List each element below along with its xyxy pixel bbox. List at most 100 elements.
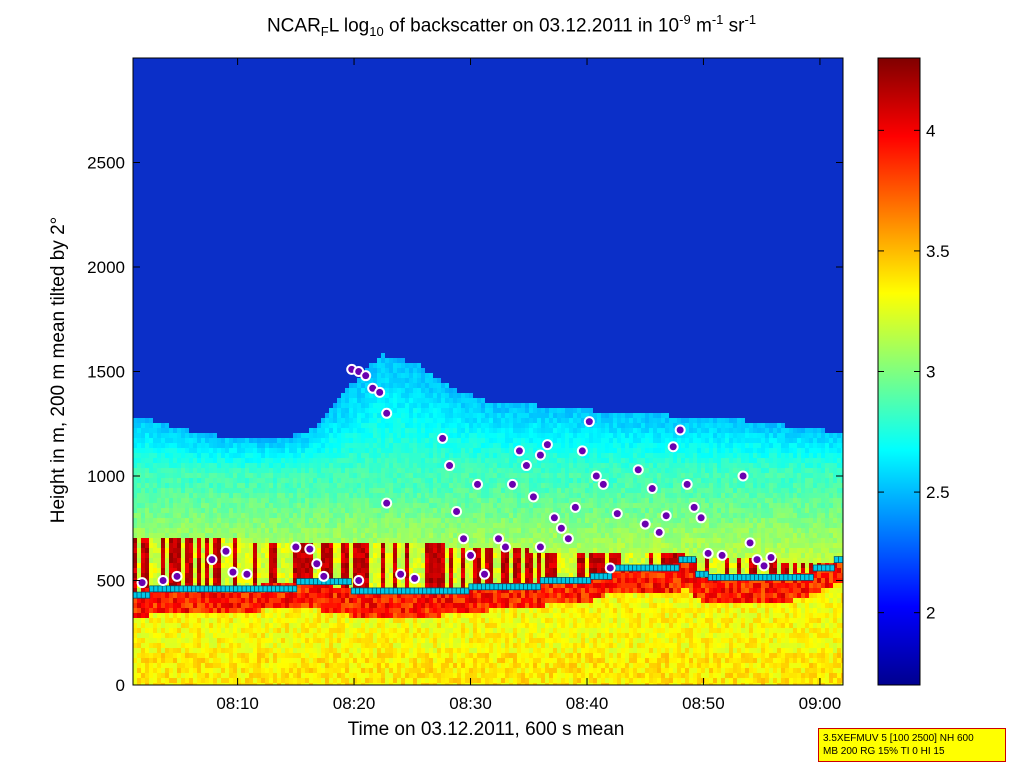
heatmap-cell bbox=[413, 438, 417, 443]
heatmap-cell bbox=[437, 503, 441, 508]
heatmap-cell bbox=[245, 673, 249, 678]
heatmap-cell bbox=[449, 638, 453, 643]
heatmap-cell bbox=[297, 468, 301, 473]
heatmap-cell bbox=[409, 518, 413, 523]
heatmap-cell bbox=[445, 478, 449, 483]
heatmap-cell bbox=[281, 473, 285, 478]
heatmap-cell bbox=[445, 503, 449, 508]
heatmap-cell bbox=[145, 433, 149, 438]
heatmap-cell bbox=[393, 453, 397, 458]
heatmap-cell bbox=[229, 563, 233, 568]
heatmap-cell bbox=[349, 418, 353, 423]
heatmap-cell bbox=[133, 643, 137, 648]
heatmap-cell bbox=[285, 623, 289, 628]
heatmap-cell bbox=[465, 578, 469, 583]
heatmap-cell bbox=[193, 478, 197, 483]
heatmap-cell bbox=[293, 443, 297, 448]
heatmap-cell bbox=[433, 553, 437, 558]
heatmap-cell bbox=[193, 633, 197, 638]
heatmap-cell bbox=[401, 393, 405, 398]
heatmap-cell bbox=[169, 668, 173, 673]
heatmap-cell bbox=[165, 598, 169, 603]
heatmap-cell bbox=[457, 428, 461, 433]
heatmap-cell bbox=[485, 533, 489, 538]
heatmap-cell bbox=[401, 548, 405, 553]
heatmap-cell bbox=[333, 673, 337, 678]
heatmap-cell bbox=[245, 643, 249, 648]
heatmap-cell bbox=[485, 483, 489, 488]
heatmap-cell bbox=[469, 448, 473, 453]
heatmap-cell bbox=[453, 538, 457, 543]
heatmap-cell bbox=[277, 443, 281, 448]
heatmap-cell bbox=[345, 418, 349, 423]
heatmap-cell bbox=[345, 398, 349, 403]
heatmap-cell bbox=[381, 488, 385, 493]
heatmap-cell bbox=[257, 518, 261, 523]
heatmap-cell bbox=[401, 593, 405, 598]
heatmap-cell bbox=[309, 678, 313, 683]
heatmap-cell bbox=[397, 418, 401, 423]
heatmap-cell bbox=[213, 543, 217, 548]
heatmap-cell bbox=[197, 473, 201, 478]
heatmap-cell bbox=[341, 443, 345, 448]
heatmap-cell bbox=[313, 528, 317, 533]
heatmap-cell bbox=[433, 658, 437, 663]
heatmap-cell bbox=[189, 528, 193, 533]
heatmap-cell bbox=[385, 583, 389, 588]
heatmap-cell bbox=[305, 478, 309, 483]
heatmap-cell bbox=[477, 558, 481, 563]
heatmap-cell bbox=[333, 483, 337, 488]
heatmap-cell bbox=[393, 423, 397, 428]
heatmap-cell bbox=[249, 438, 253, 443]
heatmap-cell bbox=[385, 468, 389, 473]
heatmap-cell bbox=[373, 483, 377, 488]
heatmap-cell bbox=[417, 553, 421, 558]
heatmap-cell bbox=[221, 458, 225, 463]
heatmap-cell bbox=[413, 613, 417, 618]
heatmap-cell bbox=[281, 448, 285, 453]
heatmap-cell bbox=[153, 553, 157, 558]
heatmap-cell bbox=[193, 573, 197, 578]
heatmap-cell bbox=[293, 433, 297, 438]
heatmap-cell bbox=[329, 528, 333, 533]
heatmap-cell bbox=[397, 643, 401, 648]
heatmap-cell bbox=[165, 528, 169, 533]
heatmap-cell bbox=[369, 393, 373, 398]
heatmap-cell bbox=[161, 563, 165, 568]
heatmap-cell bbox=[237, 598, 241, 603]
heatmap-cell bbox=[289, 583, 293, 588]
heatmap-cell bbox=[301, 598, 305, 603]
heatmap-cell bbox=[481, 603, 485, 608]
heatmap-cell bbox=[133, 538, 137, 543]
heatmap-cell bbox=[261, 543, 265, 548]
heatmap-cell bbox=[329, 503, 333, 508]
heatmap-cell bbox=[265, 563, 269, 568]
heatmap-cell bbox=[325, 663, 329, 668]
heatmap-cell bbox=[389, 438, 393, 443]
heatmap-cell bbox=[205, 683, 209, 685]
heatmap-cell bbox=[213, 483, 217, 488]
heatmap-cell bbox=[449, 478, 453, 483]
heatmap-cell bbox=[385, 443, 389, 448]
heatmap-cell bbox=[301, 583, 305, 588]
heatmap-cell bbox=[141, 613, 145, 618]
heatmap-cell bbox=[221, 643, 225, 648]
heatmap-cell bbox=[377, 658, 381, 663]
heatmap-cell bbox=[177, 518, 181, 523]
heatmap-cell bbox=[285, 673, 289, 678]
heatmap-cell bbox=[469, 593, 473, 598]
heatmap-cell bbox=[213, 478, 217, 483]
heatmap-cell bbox=[317, 433, 321, 438]
heatmap-cell bbox=[217, 468, 221, 473]
heatmap-cell bbox=[145, 568, 149, 573]
heatmap-cell bbox=[241, 453, 245, 458]
heatmap-cell bbox=[157, 663, 161, 668]
heatmap-cell bbox=[149, 438, 153, 443]
heatmap-cell bbox=[169, 628, 173, 633]
heatmap-cell bbox=[417, 413, 421, 418]
heatmap-cell bbox=[217, 488, 221, 493]
heatmap-cell bbox=[277, 543, 281, 548]
heatmap-cell bbox=[217, 683, 221, 685]
heatmap-cell bbox=[421, 558, 425, 563]
heatmap-cell bbox=[269, 463, 273, 468]
